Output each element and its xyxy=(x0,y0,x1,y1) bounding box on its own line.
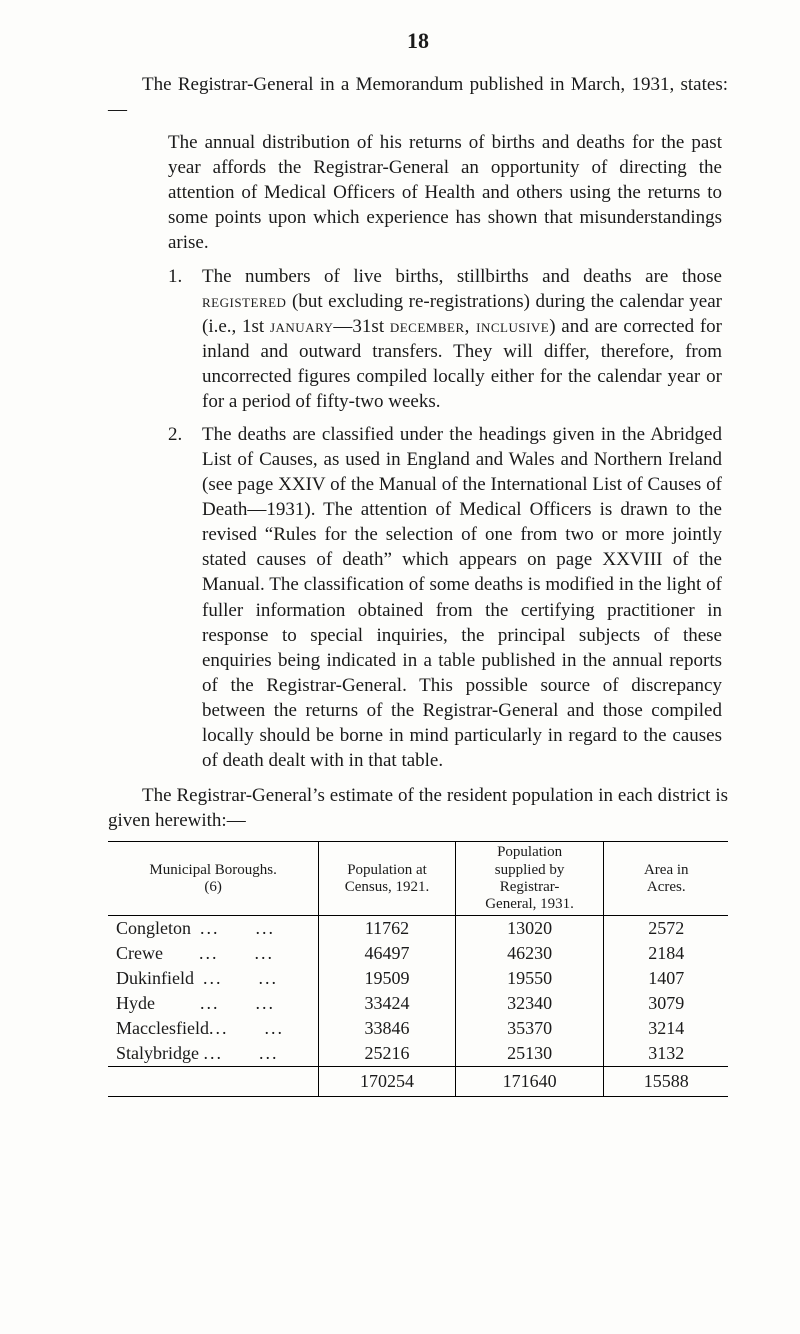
cell-name: Hyde ... ... xyxy=(108,991,319,1016)
cell-census: 33424 xyxy=(319,991,455,1016)
text-run: —31st xyxy=(333,316,389,337)
th-line: (6) xyxy=(204,879,222,895)
item-number: 1. xyxy=(168,264,202,414)
cell-name: Congleton ... ... xyxy=(108,916,319,942)
leader-dots: ... xyxy=(259,1043,279,1063)
th-line: Population xyxy=(497,844,562,860)
intro-paragraph: The Registrar-General in a Memorandum pu… xyxy=(108,72,728,122)
cell-name: Dukinfield ... ... xyxy=(108,966,319,991)
cell-registrar: 13020 xyxy=(455,916,604,942)
item-text: The numbers of live births, stillbirths … xyxy=(202,264,722,414)
table-row: Crewe ... ... 46497 46230 2184 xyxy=(108,941,728,966)
th-line: Population at xyxy=(347,862,427,878)
cell-name: Crewe ... ... xyxy=(108,941,319,966)
cell-area: 3079 xyxy=(604,991,728,1016)
leader-dots: ... xyxy=(203,968,223,988)
cell-area: 2572 xyxy=(604,916,728,942)
page-number: 18 xyxy=(108,28,728,54)
cell-text: Stalybridge xyxy=(116,1043,199,1063)
th-line: Area in xyxy=(644,862,689,878)
cell-census: 46497 xyxy=(319,941,455,966)
cell-area: 1407 xyxy=(604,966,728,991)
th-line: General, 1931. xyxy=(485,896,574,912)
cell-total-registrar: 171640 xyxy=(455,1067,604,1097)
cell-registrar: 46230 xyxy=(455,941,604,966)
cell-name: Macclesfield... ... xyxy=(108,1016,319,1041)
leader-dots: ... xyxy=(204,1043,224,1063)
table-row: Macclesfield... ... 33846 35370 3214 xyxy=(108,1016,728,1041)
table-row: Hyde ... ... 33424 32340 3079 xyxy=(108,991,728,1016)
page: 18 The Registrar-General in a Memorandum… xyxy=(0,0,800,1334)
leader-dots: ... xyxy=(199,943,219,963)
leader-dots: ... xyxy=(254,943,274,963)
leader-dots: ... xyxy=(209,1018,229,1038)
table-totals-row: 170254 171640 15588 xyxy=(108,1067,728,1097)
smallcaps-run: december, inclusive xyxy=(390,316,549,337)
population-table-wrap: Municipal Boroughs. (6) Population at Ce… xyxy=(108,841,728,1097)
cell-area: 3214 xyxy=(604,1016,728,1041)
leader-dots: ... xyxy=(259,968,279,988)
table-row: Congleton ... ... 11762 13020 2572 xyxy=(108,916,728,942)
leader-dots: ... xyxy=(264,1018,284,1038)
cell-census: 19509 xyxy=(319,966,455,991)
smallcaps-run: january xyxy=(270,316,333,337)
th-line: Municipal Boroughs. xyxy=(149,862,277,878)
leader-dots: ... xyxy=(200,918,220,938)
leader-dots: ... xyxy=(256,993,276,1013)
item-text: The deaths are classified under the head… xyxy=(202,422,722,773)
cell-registrar: 35370 xyxy=(455,1016,604,1041)
th-registrar: Population supplied by Registrar- Genera… xyxy=(455,842,604,916)
table-row: Dukinfield ... ... 19509 19550 1407 xyxy=(108,966,728,991)
annual-paragraph: The annual distribution of his returns o… xyxy=(168,130,722,255)
leader-dots: ... xyxy=(200,993,220,1013)
th-area: Area in Acres. xyxy=(604,842,728,916)
leader-dots: ... xyxy=(256,918,276,938)
list-item-2: 2. The deaths are classified under the h… xyxy=(168,422,722,773)
cell-name xyxy=(108,1067,319,1097)
th-line: Acres. xyxy=(647,879,686,895)
cell-text: Congleton xyxy=(116,918,191,938)
cell-area: 3132 xyxy=(604,1041,728,1067)
table-body: Congleton ... ... 11762 13020 2572 Crewe… xyxy=(108,916,728,1097)
cell-registrar: 32340 xyxy=(455,991,604,1016)
cell-text: Crewe xyxy=(116,943,163,963)
th-line: supplied by xyxy=(495,862,565,878)
text-run: The numbers of live births, stillbirths … xyxy=(202,266,722,287)
list-item-1: 1. The numbers of live births, stillbirt… xyxy=(168,264,722,414)
table-row: Stalybridge ... ... 25216 25130 3132 xyxy=(108,1041,728,1067)
smallcaps-run: registered xyxy=(202,291,286,312)
cell-registrar: 19550 xyxy=(455,966,604,991)
th-line: Registrar- xyxy=(500,879,560,895)
cell-total-census: 170254 xyxy=(319,1067,455,1097)
cell-census: 33846 xyxy=(319,1016,455,1041)
th-boroughs: Municipal Boroughs. (6) xyxy=(108,842,319,916)
population-table: Municipal Boroughs. (6) Population at Ce… xyxy=(108,841,728,1097)
cell-text: Hyde xyxy=(116,993,155,1013)
cell-census: 25216 xyxy=(319,1041,455,1067)
th-line: Census, 1921. xyxy=(345,879,430,895)
cell-name: Stalybridge ... ... xyxy=(108,1041,319,1067)
cell-registrar: 25130 xyxy=(455,1041,604,1067)
cell-text: Dukinfield xyxy=(116,968,194,988)
th-census: Population at Census, 1921. xyxy=(319,842,455,916)
cell-census: 11762 xyxy=(319,916,455,942)
numbered-list: 1. The numbers of live births, stillbirt… xyxy=(168,264,722,774)
estimate-paragraph: The Registrar-General’s estimate of the … xyxy=(108,783,728,833)
cell-area: 2184 xyxy=(604,941,728,966)
cell-text: Macclesfield xyxy=(116,1018,209,1038)
item-number: 2. xyxy=(168,422,202,773)
table-header-row: Municipal Boroughs. (6) Population at Ce… xyxy=(108,842,728,916)
cell-total-area: 15588 xyxy=(604,1067,728,1097)
